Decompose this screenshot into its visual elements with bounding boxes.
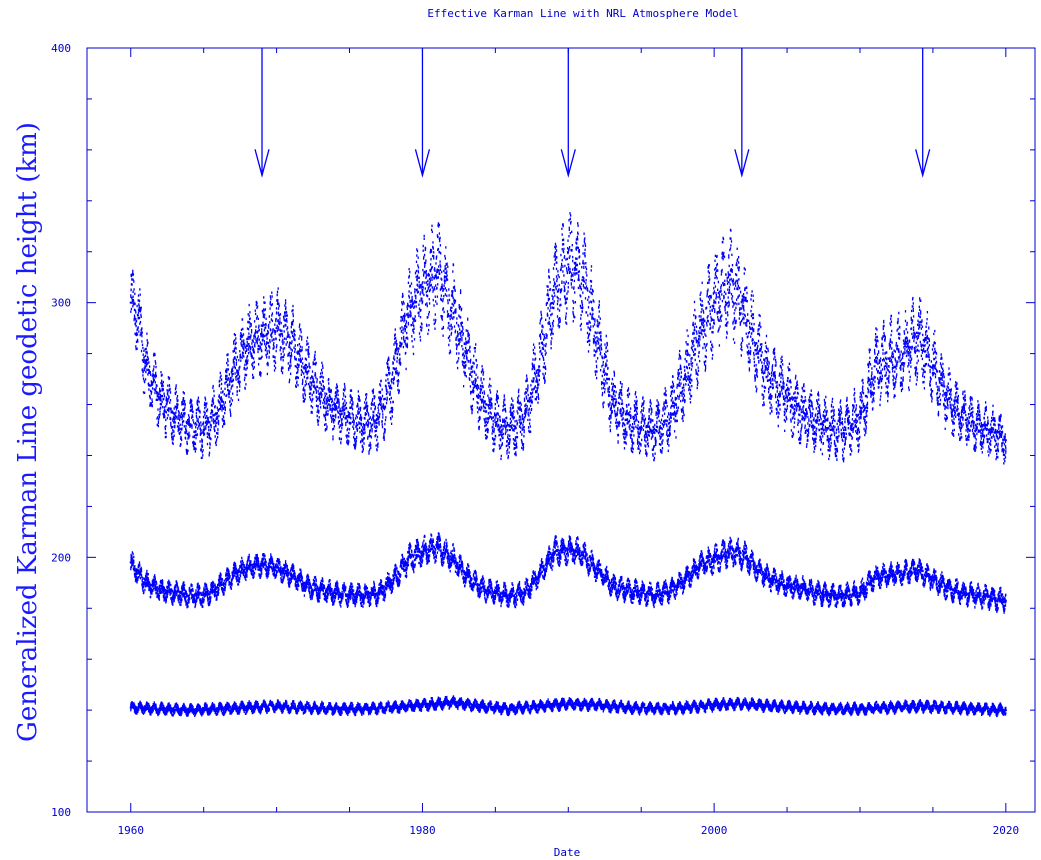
series-1-point (727, 281, 730, 284)
x-tick-label: 2020 (993, 824, 1020, 837)
series-2-point (392, 579, 395, 582)
series-2-cloud (130, 532, 1007, 614)
series-1-point (873, 365, 876, 368)
series-1-point (129, 301, 132, 304)
series-1-point (465, 352, 468, 355)
series-3-cloud (130, 695, 1007, 718)
series-1-point (508, 429, 511, 431)
series-3-point (654, 707, 657, 710)
series-1-point (829, 429, 832, 431)
series-1-point (246, 344, 249, 347)
x-axis-ticks (130, 48, 1007, 812)
x-axis-tick-labels: 1960 1980 2000 2020 (118, 824, 1020, 837)
plot-frame (86, 47, 1036, 813)
solar-max-arrows (254, 48, 931, 178)
series-1-point (406, 314, 409, 317)
series-1-point (581, 276, 584, 279)
series-1-point (144, 365, 147, 368)
series-2-point (669, 589, 672, 592)
series-1-point (611, 398, 614, 401)
series-1 (129, 212, 1007, 465)
y-axis-label: Generalized Karman Line geodetic height … (13, 122, 43, 742)
series-1-point (800, 411, 803, 414)
series-1-point (290, 342, 293, 345)
series-1-point (552, 288, 555, 291)
solar-max-arrow (414, 48, 431, 178)
y-axis-ticks (87, 47, 1035, 813)
series-1-point (436, 271, 439, 274)
series-2-point (567, 548, 570, 551)
series-2-point (640, 591, 643, 594)
series-1-point (567, 263, 570, 266)
series-1-point (392, 378, 395, 381)
series-2-point (654, 594, 657, 597)
series-layer (129, 212, 1007, 718)
x-tick-label: 2000 (701, 824, 728, 837)
series-2-point (217, 586, 220, 589)
series-1-point (961, 416, 964, 419)
series-1-point (421, 288, 424, 291)
solar-max-arrow (560, 48, 576, 178)
solar-max-arrow (734, 48, 750, 178)
series-2-point (727, 551, 730, 554)
series-1-point (450, 306, 453, 309)
series-2-point (961, 591, 964, 594)
series-2 (129, 532, 1007, 614)
y-axis-tick-labels: 100 200 300 400 (51, 42, 71, 819)
y-tick-label: 100 (51, 806, 71, 819)
series-2-point (465, 574, 468, 577)
series-1-point (858, 416, 861, 419)
y-tick-label: 200 (51, 551, 71, 564)
series-1-point (654, 429, 657, 431)
series-1-point (698, 332, 701, 335)
series-1-point (494, 421, 497, 424)
series-1-point (902, 352, 905, 355)
series-1-point (479, 398, 482, 401)
solar-max-arrow (915, 48, 931, 178)
y-tick-label: 400 (51, 42, 71, 55)
series-3 (129, 695, 1007, 718)
series-1-point (261, 334, 264, 337)
y-tick-label: 300 (51, 297, 71, 310)
series-1-point (523, 416, 526, 419)
series-1-point (713, 301, 716, 304)
series-1-point (231, 372, 234, 375)
series-2-point (946, 586, 949, 589)
series-1-point (888, 357, 891, 360)
series-1-point (669, 413, 672, 416)
series-1-cloud (130, 212, 1007, 465)
series-1-point (844, 429, 847, 431)
series-2-point (917, 569, 920, 572)
series-1-point (990, 431, 993, 434)
solar-max-arrow (254, 48, 270, 178)
series-1-point (319, 393, 322, 396)
series-1-point (275, 327, 278, 330)
series-2-point (479, 586, 482, 589)
series-2-point (450, 556, 453, 559)
x-tick-label: 1960 (118, 824, 145, 837)
x-axis-label: Date (554, 846, 581, 859)
chart-title: Effective Karman Line with NRL Atmospher… (427, 7, 738, 20)
x-tick-label: 1980 (409, 824, 436, 837)
